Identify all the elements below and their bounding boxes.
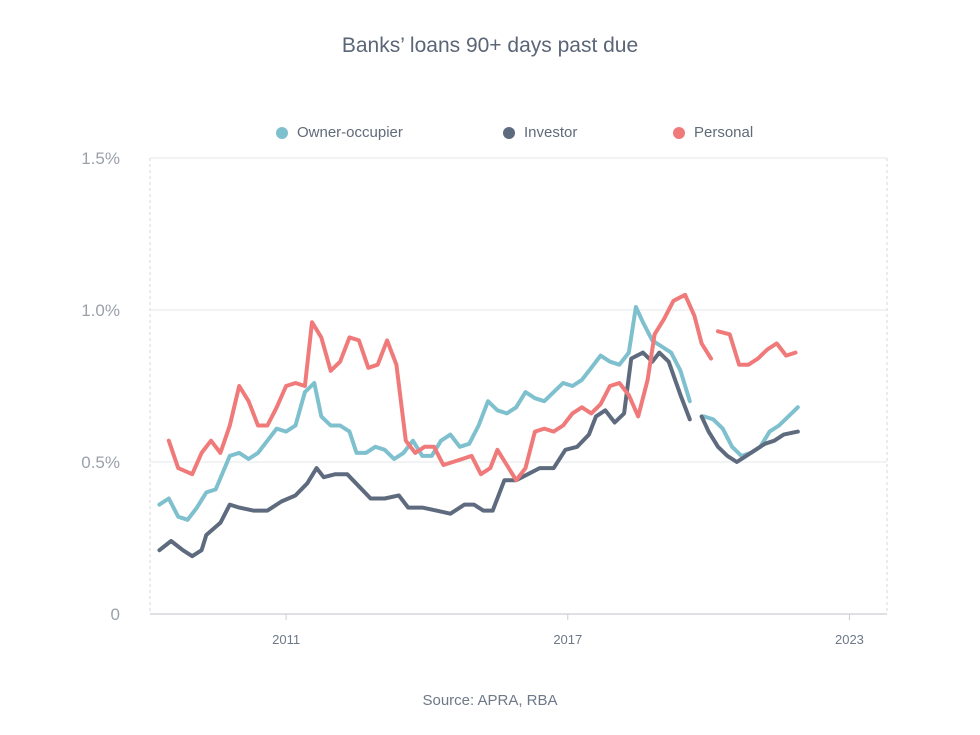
series-line-investor-segment-2 [699, 414, 800, 464]
series-line-investor-segment-1 [157, 350, 692, 559]
legend-swatch-owner-occupier [276, 126, 288, 139]
legend-item-owner-occupier: Owner-occupier [276, 124, 403, 141]
series-line-personal-segment-2 [716, 329, 798, 367]
legend-item-personal: Personal [673, 124, 753, 141]
x-tick-label: 2017 [553, 632, 582, 647]
y-axis: 0 0.5% 1.0% 1.5% [81, 149, 120, 624]
chart-source: Source: APRA, RBA [422, 692, 558, 709]
x-tick-label: 2023 [835, 632, 864, 647]
y-tick-label: 0.5% [81, 453, 120, 472]
y-tick-label: 0 [111, 605, 120, 624]
series-line-personal-segment-1 [166, 292, 713, 483]
legend-swatch-personal [673, 126, 685, 139]
chart-legend: Owner-occupier Investor Personal [0, 124, 980, 146]
legend-swatch-investor [503, 126, 515, 139]
legend-label-investor: Investor [524, 124, 578, 141]
chart-title: Banks’ loans 90+ days past due [341, 34, 639, 57]
chart-grid [149, 157, 888, 615]
y-tick-label: 1.0% [81, 301, 120, 320]
x-axis: 2011 2017 2023 [272, 614, 864, 647]
legend-item-investor: Investor [503, 124, 577, 141]
legend-label-owner-occupier: Owner-occupier [297, 124, 403, 141]
series-line-owner-occupier-segment-1 [157, 305, 692, 522]
legend-label-personal: Personal [694, 124, 754, 141]
x-tick-label: 2011 [272, 632, 300, 647]
y-tick-label: 1.5% [81, 149, 120, 168]
series-lines [157, 292, 800, 559]
